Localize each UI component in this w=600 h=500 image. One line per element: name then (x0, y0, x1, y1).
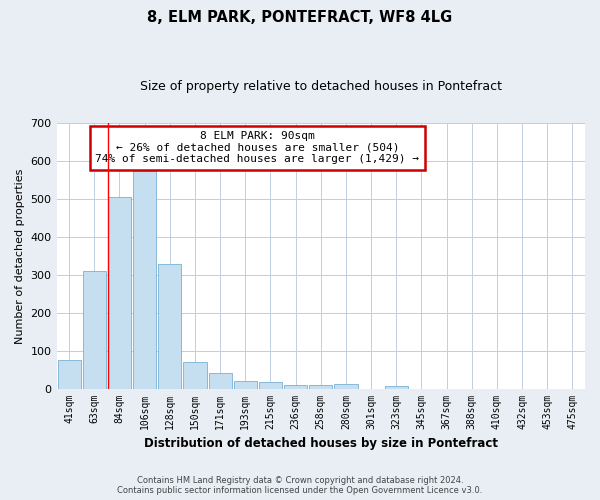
Bar (234, 381, 257, 388)
X-axis label: Distribution of detached houses by size in Pontefract: Distribution of detached houses by size … (144, 437, 498, 450)
Title: Size of property relative to detached houses in Pontefract: Size of property relative to detached ho… (140, 80, 502, 93)
Bar (158, 264, 181, 388)
Bar (284, 385, 307, 388)
Text: Contains HM Land Registry data © Crown copyright and database right 2024.
Contai: Contains HM Land Registry data © Crown c… (118, 476, 482, 495)
Bar (184, 362, 206, 388)
Bar (309, 385, 332, 388)
Text: 8 ELM PARK: 90sqm
← 26% of detached houses are smaller (504)
74% of semi-detache: 8 ELM PARK: 90sqm ← 26% of detached hous… (95, 132, 419, 164)
Text: 8, ELM PARK, PONTEFRACT, WF8 4LG: 8, ELM PARK, PONTEFRACT, WF8 4LG (148, 10, 452, 25)
Bar (259, 382, 282, 388)
Bar (209, 374, 232, 388)
Bar (133, 170, 156, 388)
Bar (108, 197, 131, 388)
Bar (58, 360, 80, 388)
Bar (334, 384, 358, 388)
Bar (83, 271, 106, 388)
Bar (385, 386, 408, 388)
Y-axis label: Number of detached properties: Number of detached properties (15, 168, 25, 344)
